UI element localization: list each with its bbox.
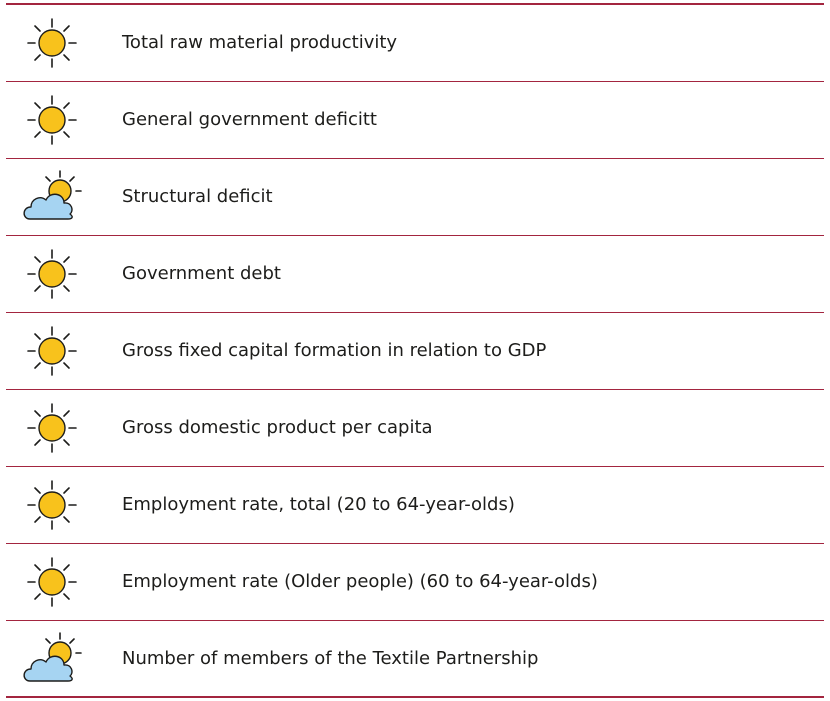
table-row: Number of members of the Textile Partner…	[6, 620, 824, 697]
table-row: Employment rate, total (20 to 64-year-ol…	[6, 466, 824, 543]
sun-icon	[20, 400, 84, 456]
row-label: Total raw material productivity	[122, 32, 398, 53]
table-row: Gross fixed capital formation in relatio…	[6, 312, 824, 389]
sun-cloud-icon	[20, 169, 84, 225]
row-label: Structural deficit	[122, 186, 273, 207]
sun-icon	[20, 15, 84, 71]
sun-icon	[20, 323, 84, 379]
table-row: Total raw material productivity	[6, 3, 824, 80]
row-label: Number of members of the Textile Partner…	[122, 648, 539, 669]
row-label: General government deficitt	[122, 109, 377, 130]
table-bottom-rule	[6, 696, 824, 698]
table-row: Employment rate (Older people) (60 to 64…	[6, 543, 824, 620]
table-row: Government debt	[6, 235, 824, 312]
table-row: General government deficitt	[6, 81, 824, 158]
sun-icon	[20, 246, 84, 302]
table-row: Gross domestic product per capita	[6, 389, 824, 466]
sun-icon	[20, 554, 84, 610]
table-row: Structural deficit	[6, 158, 824, 235]
row-label: Employment rate, total (20 to 64-year-ol…	[122, 494, 515, 515]
sun-icon	[20, 477, 84, 533]
sun-cloud-icon	[20, 631, 84, 687]
sun-icon	[20, 92, 84, 148]
row-label: Employment rate (Older people) (60 to 64…	[122, 571, 598, 592]
row-label: Gross domestic product per capita	[122, 417, 433, 438]
row-label: Government debt	[122, 263, 281, 284]
row-label: Gross fixed capital formation in relatio…	[122, 340, 547, 361]
